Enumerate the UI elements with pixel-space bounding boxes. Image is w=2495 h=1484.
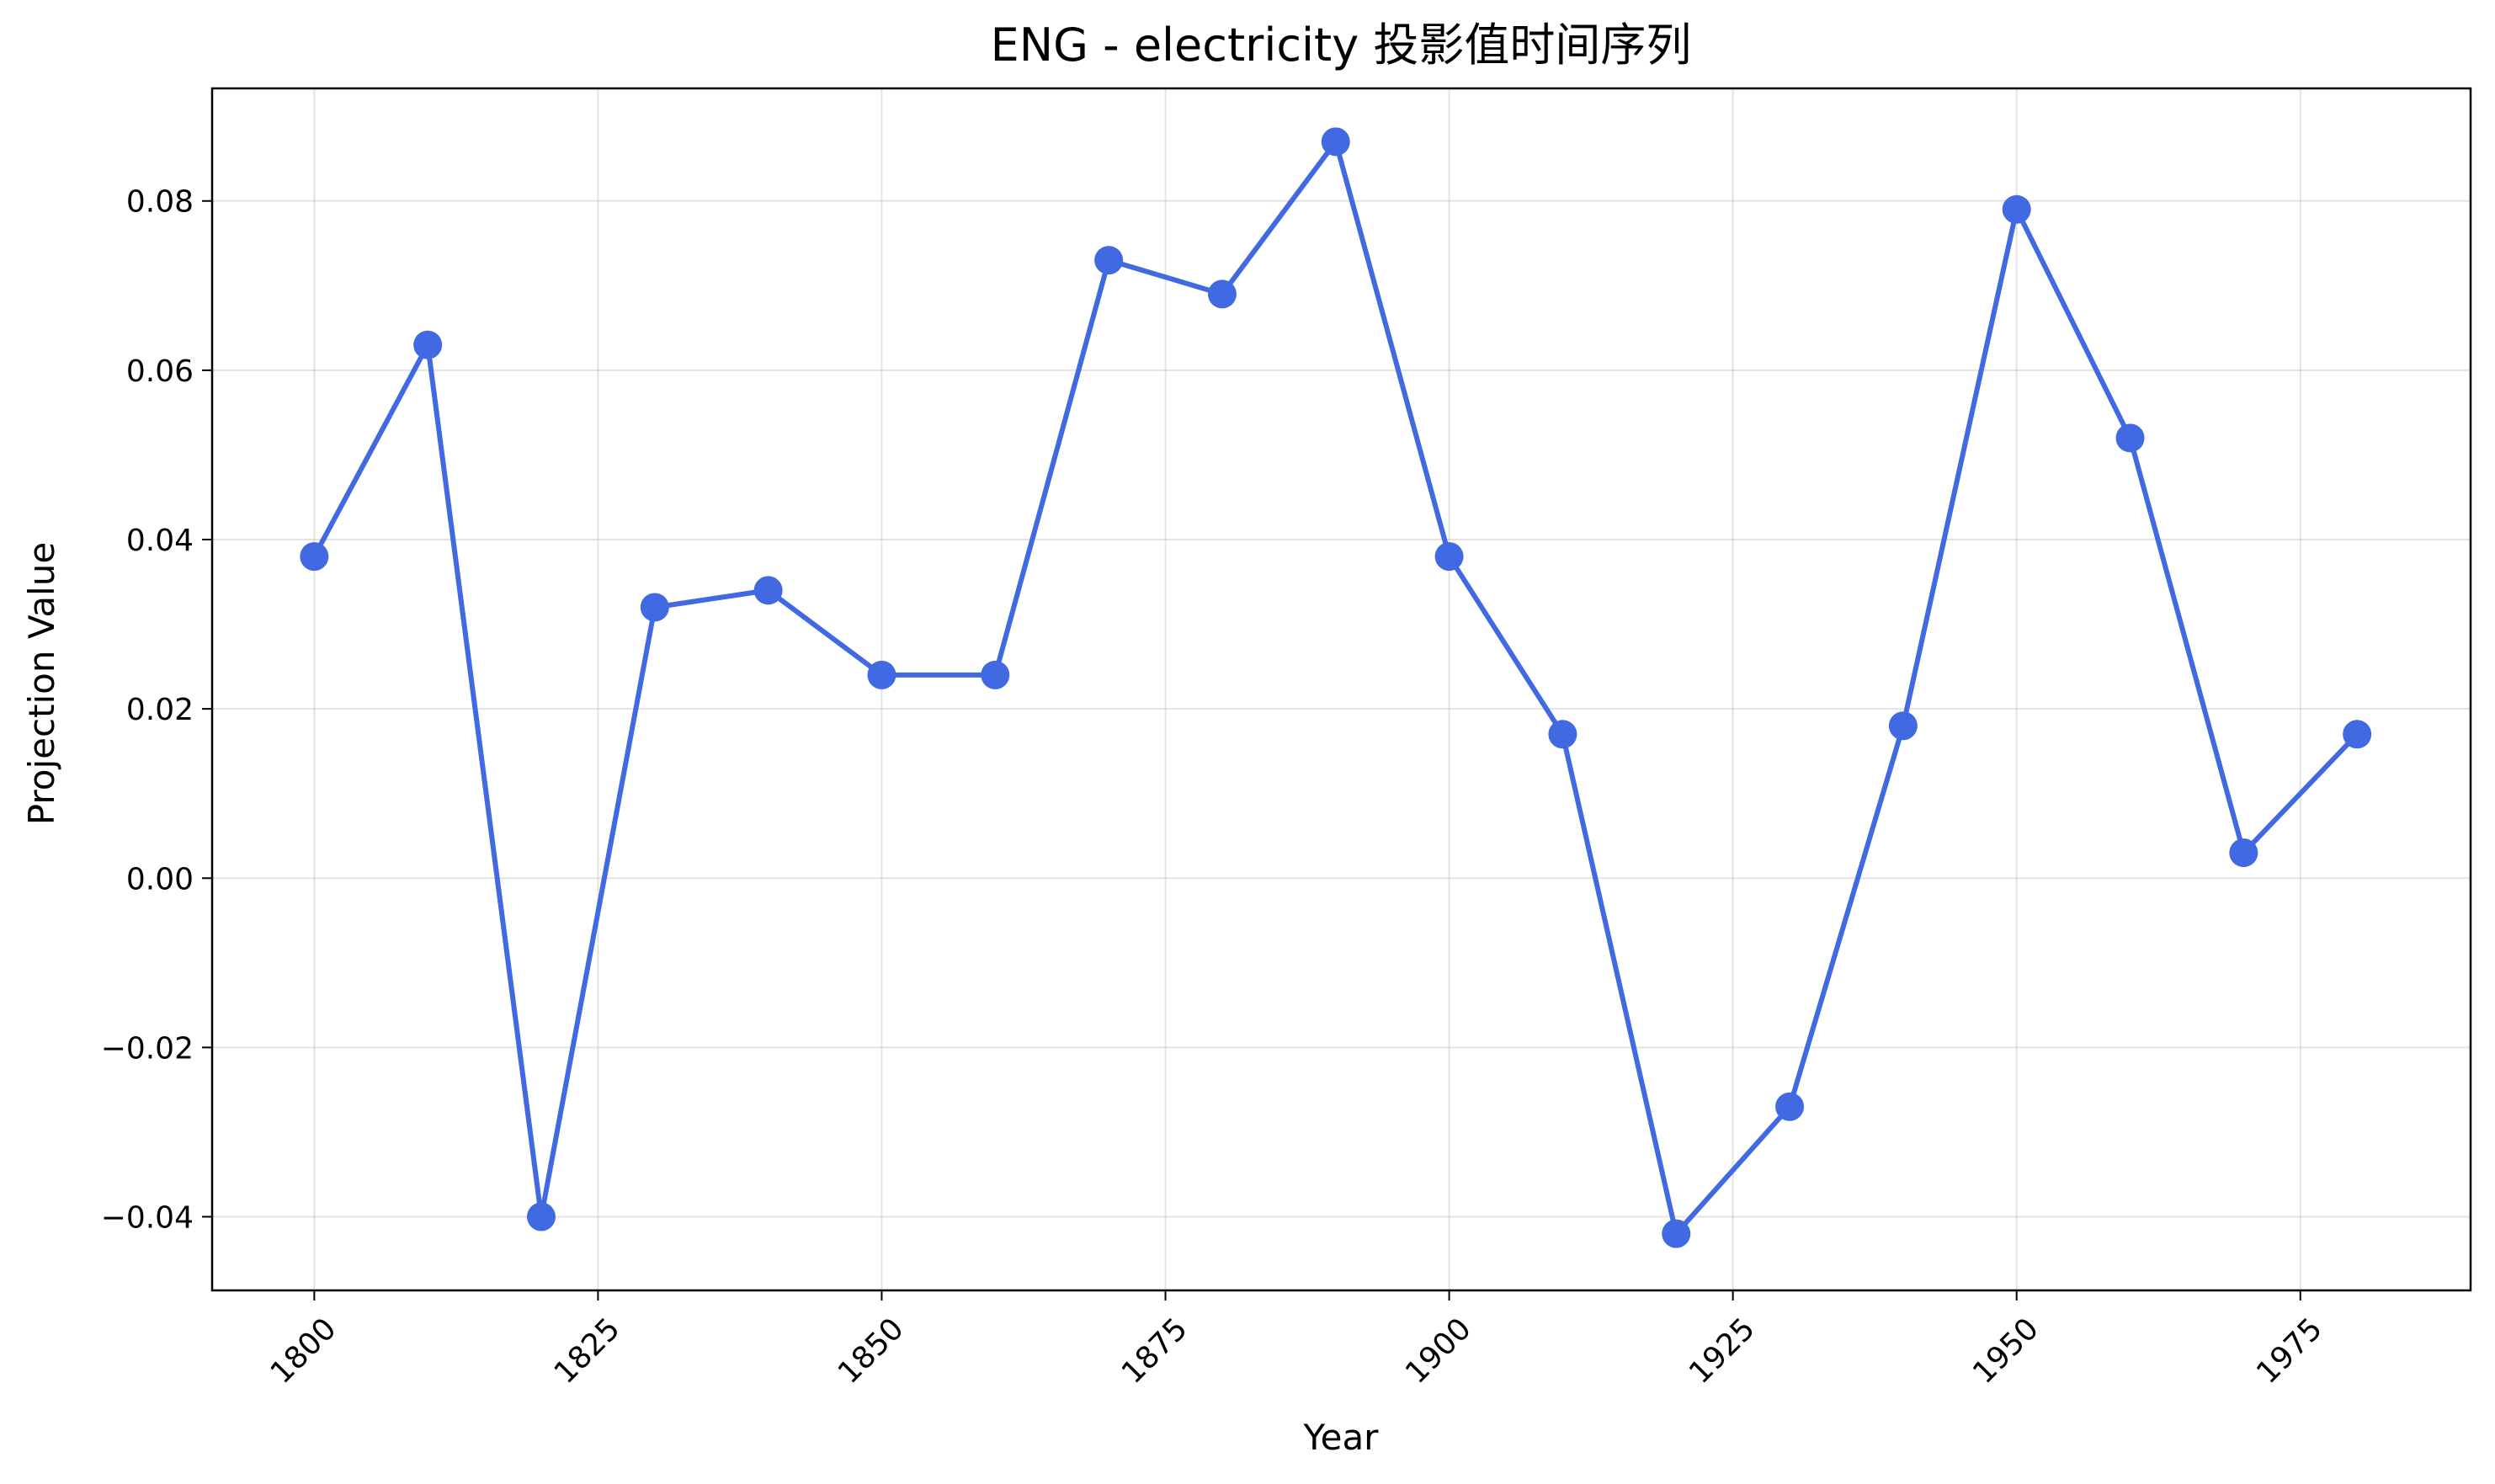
data-point bbox=[640, 593, 669, 622]
y-axis-label: Projection Value bbox=[21, 542, 62, 825]
y-tick-label: 0.04 bbox=[126, 524, 194, 558]
data-point bbox=[753, 576, 783, 605]
y-tick-label: −0.04 bbox=[101, 1201, 194, 1236]
x-axis-label: Year bbox=[1303, 1417, 1380, 1458]
series-layer bbox=[300, 127, 2372, 1248]
data-point bbox=[300, 542, 329, 572]
plot-area-frame bbox=[210, 87, 2472, 1292]
data-point bbox=[1548, 720, 1577, 749]
y-axis: −0.04 −0.02 0.00 0.02 0.04 0.06 0.08 bbox=[101, 185, 212, 1236]
data-point bbox=[1775, 1092, 1805, 1121]
data-point bbox=[2343, 720, 2372, 749]
data-point bbox=[981, 660, 1010, 689]
data-point bbox=[1662, 1219, 1691, 1248]
data-point bbox=[526, 1202, 556, 1231]
y-tick-label: −0.02 bbox=[101, 1031, 194, 1066]
data-point bbox=[2229, 838, 2258, 868]
data-point bbox=[1888, 711, 1918, 741]
chart-title: ENG - electricity 投影值时间序列 bbox=[991, 19, 1692, 72]
data-point bbox=[2002, 194, 2031, 224]
y-tick-label: 0.06 bbox=[126, 354, 194, 389]
data-point bbox=[867, 660, 896, 689]
data-point bbox=[1094, 246, 1124, 275]
data-point bbox=[413, 330, 443, 359]
data-point bbox=[1207, 279, 1237, 309]
y-tick-label: 0.02 bbox=[126, 693, 194, 727]
data-point bbox=[2115, 423, 2145, 453]
y-tick-label: 0.00 bbox=[126, 862, 194, 896]
data-point bbox=[1434, 542, 1464, 572]
y-tick-label: 0.08 bbox=[126, 185, 194, 220]
data-point bbox=[1321, 127, 1350, 157]
